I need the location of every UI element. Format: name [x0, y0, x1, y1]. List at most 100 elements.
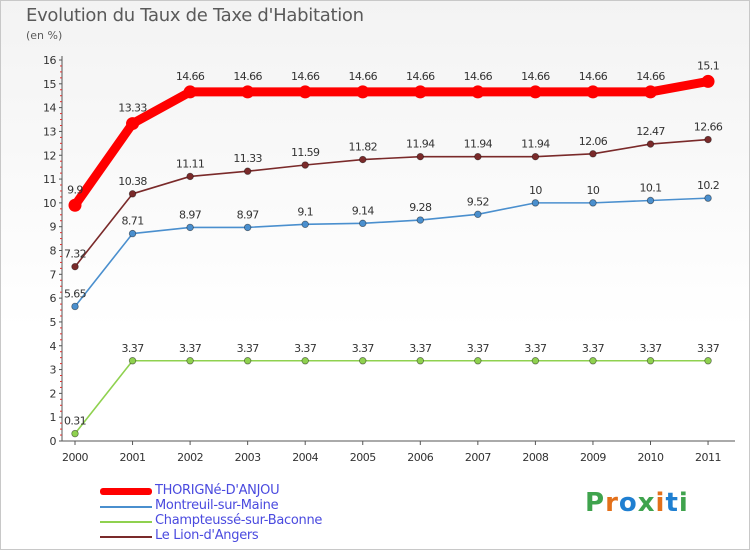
- data-label: 11.94: [521, 138, 550, 151]
- data-label: 11.59: [291, 146, 320, 159]
- y-tick-label: 12: [43, 149, 56, 162]
- data-point: [589, 150, 597, 158]
- data-label: 14.66: [291, 70, 320, 83]
- legend-label-montreuil: Montreuil-sur-Maine: [155, 498, 279, 513]
- data-point: [474, 152, 482, 161]
- data-point: [126, 117, 140, 131]
- x-tick-label: 2002: [177, 451, 203, 464]
- data-point: [241, 85, 255, 99]
- data-point: [416, 357, 424, 365]
- data-label: 14.66: [521, 70, 550, 83]
- series-line: [74, 138, 709, 268]
- logo-letter: i: [678, 488, 689, 518]
- x-tick-label: 2007: [465, 451, 491, 464]
- x-tick-label: 2003: [235, 451, 261, 464]
- data-label: 8.97: [179, 208, 202, 221]
- x-tick-label: 2004: [292, 451, 318, 464]
- data-point: [128, 229, 137, 238]
- data-point: [301, 220, 309, 229]
- data-point: [416, 152, 424, 161]
- data-label: 3.37: [352, 342, 375, 355]
- legend-label-lion: Le Lion-d'Angers: [155, 528, 259, 543]
- logo-letter: o: [618, 488, 638, 518]
- data-label: 9.28: [409, 201, 432, 214]
- legend-swatch-thorigne: [100, 488, 152, 495]
- data-label: 12.06: [579, 135, 608, 148]
- data-label: 14.66: [406, 70, 435, 83]
- x-tick-label: 2000: [62, 451, 88, 464]
- legend-item-montreuil: Montreuil-sur-Maine: [100, 498, 360, 514]
- data-point: [474, 210, 482, 219]
- data-point: [531, 199, 540, 207]
- y-tick-label: 0: [50, 435, 57, 448]
- data-point: [589, 199, 597, 207]
- data-point: [359, 357, 367, 365]
- data-label: 9.14: [352, 204, 375, 217]
- data-point: [646, 140, 655, 148]
- data-point: [356, 85, 370, 99]
- data-label: 3.37: [524, 342, 547, 355]
- data-point: [528, 85, 542, 99]
- data-label: 12.66: [694, 121, 723, 134]
- data-label: 10: [587, 184, 600, 197]
- data-label: 10.1: [639, 181, 661, 194]
- data-label: 9.1: [297, 205, 313, 218]
- data-point: [243, 167, 252, 175]
- logo-letter: t: [665, 488, 679, 518]
- chart-subtitle: (en %): [26, 29, 63, 42]
- series-line: [70, 76, 713, 210]
- series-line: [74, 359, 709, 435]
- y-tick-label: 3: [50, 364, 57, 377]
- data-point: [531, 152, 540, 161]
- data-label: 14.66: [636, 70, 665, 83]
- data-point: [71, 429, 79, 438]
- data-label: 10.2: [697, 179, 719, 192]
- legend-item-lion: Le Lion-d'Angers: [100, 528, 360, 544]
- data-point: [183, 85, 197, 99]
- y-tick-label: 13: [43, 125, 56, 138]
- y-tick-label: 10: [43, 197, 56, 210]
- data-label: 10.38: [118, 175, 147, 188]
- data-point: [586, 85, 600, 99]
- data-point: [186, 357, 194, 365]
- logo-letter: i: [655, 488, 666, 518]
- y-tick-label: 1: [50, 411, 57, 424]
- x-tick-label: 2006: [407, 451, 433, 464]
- data-point: [704, 357, 712, 365]
- logo-letter: P: [585, 488, 606, 518]
- data-point: [301, 357, 309, 365]
- y-tick-label: 11: [43, 173, 56, 186]
- data-label: 13.33: [118, 102, 147, 115]
- data-point: [128, 357, 137, 365]
- data-label: 11.11: [176, 157, 205, 170]
- data-label: 9.52: [467, 195, 489, 208]
- y-tick-label: 5: [50, 316, 57, 329]
- data-label: 8.71: [122, 215, 144, 228]
- legend-item-thorigne: THORIGNé-D'ANJOU: [100, 483, 360, 499]
- data-label: 11.82: [349, 141, 378, 154]
- data-point: [243, 357, 252, 365]
- data-point: [128, 190, 137, 198]
- data-label: 3.37: [467, 342, 490, 355]
- data-label: 14.66: [233, 70, 262, 83]
- y-tick-label: 7: [50, 268, 57, 281]
- logo-letter: x: [637, 488, 656, 518]
- data-point: [186, 172, 194, 181]
- data-label: 8.97: [237, 208, 260, 221]
- data-point: [413, 85, 427, 99]
- data-point: [68, 198, 82, 212]
- legend-label-thorigne: THORIGNé-D'ANJOU: [155, 483, 280, 498]
- data-label: 0.31: [64, 415, 86, 428]
- y-tick-label: 8: [50, 245, 57, 258]
- data-label: 3.37: [237, 342, 260, 355]
- y-tick-label: 14: [43, 102, 56, 115]
- data-label: 11.94: [406, 138, 435, 151]
- x-tick-label: 2001: [120, 451, 146, 464]
- y-tick-label: 16: [43, 54, 56, 67]
- data-point: [243, 223, 252, 232]
- data-point: [359, 219, 367, 228]
- data-point: [701, 74, 715, 88]
- data-label: 14.66: [579, 70, 608, 83]
- data-label: 7.32: [64, 248, 86, 261]
